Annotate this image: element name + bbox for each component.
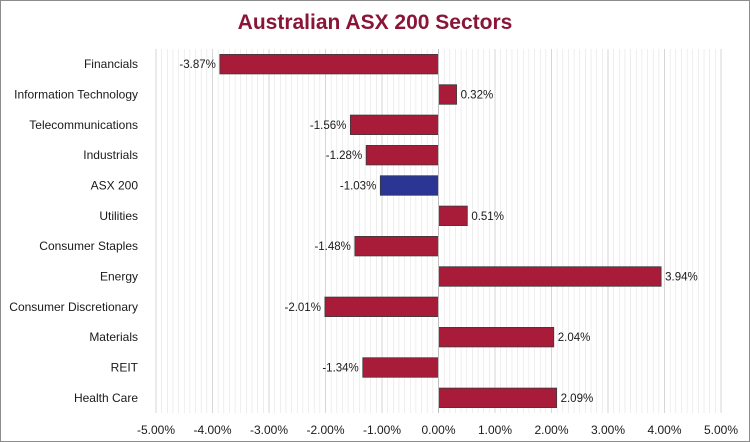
data-label: 3.94%: [665, 272, 698, 284]
category-label: Financials: [84, 57, 138, 71]
x-tick-label: -1.00%: [363, 423, 401, 437]
x-tick-label: 0.00%: [421, 423, 455, 437]
data-label: 2.09%: [561, 393, 594, 405]
bar-financials: [219, 54, 439, 75]
data-label: 0.51%: [471, 211, 504, 223]
bars: [219, 49, 662, 413]
x-tick-label: -3.00%: [250, 423, 288, 437]
x-tick-label: -2.00%: [306, 423, 344, 437]
category-label: Health Care: [74, 391, 138, 405]
x-tick-label: -5.00%: [137, 423, 175, 437]
bar-energy: [438, 266, 662, 287]
category-label: Consumer Discretionary: [9, 300, 138, 314]
bar-utilities: [438, 205, 468, 226]
bar-consumer-staples: [354, 236, 439, 257]
category-label: REIT: [111, 361, 139, 375]
bar-health-care: [438, 387, 557, 408]
category-labels: Financials Information Technology Telecomm…: [9, 57, 138, 405]
category-label: Utilities: [99, 209, 138, 223]
gridlines: [155, 49, 722, 413]
x-tick-label: 3.00%: [591, 423, 625, 437]
bar-reit: [362, 357, 439, 378]
category-label: Materials: [89, 330, 138, 344]
data-label: 0.32%: [461, 90, 494, 102]
bar-asx-200: [379, 175, 439, 196]
category-label: Energy: [100, 270, 138, 284]
x-tick-label: 2.00%: [534, 423, 568, 437]
data-label: -3.87%: [179, 59, 215, 71]
bar-telecommunications: [349, 114, 439, 135]
x-tick-label: 1.00%: [478, 423, 512, 437]
category-label: ASX 200: [91, 179, 139, 193]
x-tick-label: 4.00%: [647, 423, 681, 437]
bar-materials: [438, 327, 555, 348]
x-tick-label: -4.00%: [193, 423, 231, 437]
data-label: -1.56%: [310, 120, 346, 132]
data-labels: -3.87% 0.32% -1.56% -1.28% -1.03% 0.51% -1.48%…: [179, 59, 697, 405]
data-label: -1.48%: [314, 241, 350, 253]
chart-title: Australian ASX 200 Sectors: [238, 11, 513, 34]
category-label: Information Technology: [14, 88, 138, 102]
x-axis-tick-labels: -5.00% -4.00% -3.00% -2.00% -1.00% 0.00% 1.00%…: [137, 423, 738, 437]
bar-information-technology: [438, 84, 457, 105]
category-label: Telecommunications: [29, 118, 138, 132]
data-label: -1.34%: [322, 363, 358, 375]
data-label: 2.04%: [558, 332, 591, 344]
data-label: -2.01%: [284, 302, 320, 314]
data-label: -1.03%: [340, 181, 376, 193]
category-label: Industrials: [83, 148, 138, 162]
bar-consumer-discretionary: [324, 296, 439, 317]
category-label: Consumer Staples: [39, 239, 138, 253]
bar-industrials: [365, 145, 439, 166]
x-tick-label: 5.00%: [704, 423, 738, 437]
data-label: -1.28%: [326, 150, 362, 162]
